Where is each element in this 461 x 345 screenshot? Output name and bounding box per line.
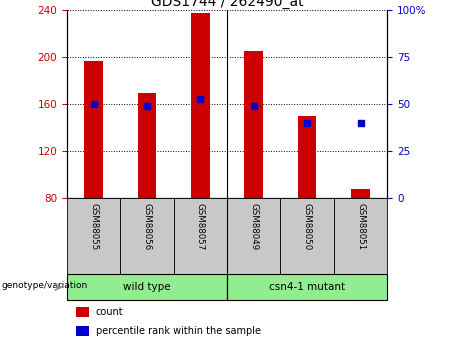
- Text: GSM88055: GSM88055: [89, 203, 98, 250]
- Text: GSM88051: GSM88051: [356, 203, 365, 250]
- Bar: [227, 274, 387, 300]
- Title: GDS1744 / 262490_at: GDS1744 / 262490_at: [151, 0, 303, 9]
- Point: [357, 120, 364, 126]
- Bar: [137, 92, 156, 198]
- Bar: [174, 198, 227, 274]
- Bar: [334, 198, 387, 274]
- Bar: [84, 61, 103, 198]
- Bar: [351, 189, 370, 198]
- Text: percentile rank within the sample: percentile rank within the sample: [96, 326, 260, 336]
- Text: csn4-1 mutant: csn4-1 mutant: [269, 282, 345, 292]
- Text: GSM88057: GSM88057: [196, 203, 205, 250]
- Bar: [227, 198, 280, 274]
- Point: [303, 120, 311, 126]
- Text: wild type: wild type: [123, 282, 171, 292]
- Bar: [77, 326, 89, 336]
- Text: count: count: [96, 307, 123, 317]
- Bar: [67, 274, 227, 300]
- Text: GSM88050: GSM88050: [302, 203, 312, 250]
- Bar: [120, 198, 174, 274]
- Text: GSM88049: GSM88049: [249, 203, 258, 250]
- Bar: [191, 13, 210, 198]
- Text: genotype/variation: genotype/variation: [1, 282, 88, 290]
- Point: [250, 104, 257, 109]
- Point: [143, 104, 151, 109]
- Point: [90, 101, 97, 107]
- Point: [197, 96, 204, 101]
- Bar: [77, 307, 89, 317]
- Bar: [67, 198, 120, 274]
- Text: GSM88056: GSM88056: [142, 203, 152, 250]
- Bar: [280, 198, 334, 274]
- Bar: [244, 51, 263, 198]
- Bar: [298, 116, 317, 198]
